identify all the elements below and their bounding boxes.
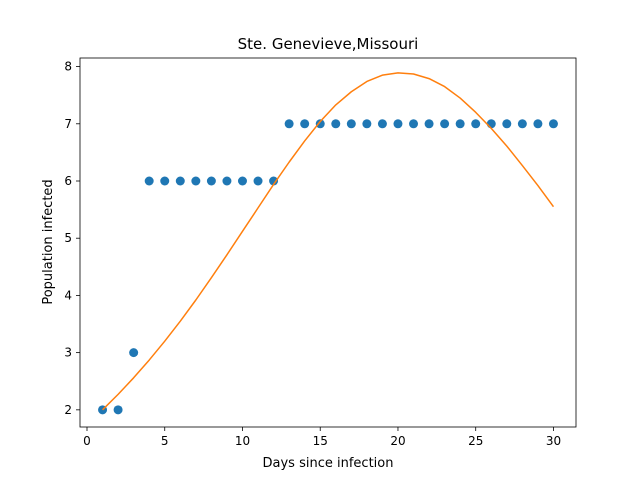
- data-point: [160, 176, 170, 186]
- chart-title: Ste. Genevieve,Missouri: [238, 35, 419, 53]
- data-point: [377, 119, 387, 129]
- data-point: [440, 119, 450, 129]
- plot-area: [80, 58, 576, 427]
- x-tick-label: 20: [390, 434, 405, 448]
- data-point: [331, 119, 341, 129]
- x-axis-label: Days since infection: [263, 456, 394, 471]
- fit-line: [102, 72, 555, 411]
- y-tick-label: 4: [64, 288, 72, 302]
- y-tick-label: 2: [64, 403, 72, 417]
- data-point: [269, 176, 279, 186]
- x-tick-label: 0: [83, 434, 91, 448]
- data-point: [471, 119, 481, 129]
- data-point: [517, 119, 527, 129]
- x-tick-label: 10: [235, 434, 250, 448]
- y-tick-label: 7: [64, 117, 72, 131]
- x-tick-label: 25: [468, 434, 483, 448]
- data-point: [222, 176, 232, 186]
- data-point: [175, 176, 185, 186]
- data-point: [533, 119, 543, 129]
- data-point: [191, 176, 201, 186]
- data-point: [315, 119, 325, 129]
- data-point: [129, 348, 139, 358]
- data-point: [455, 119, 465, 129]
- data-point: [346, 119, 356, 129]
- data-point: [113, 405, 123, 415]
- data-point: [144, 176, 154, 186]
- y-tick-label: 8: [64, 60, 72, 74]
- y-tick-label: 6: [64, 174, 72, 188]
- data-point: [206, 176, 216, 186]
- data-point: [424, 119, 434, 129]
- series-layer: [98, 72, 558, 415]
- data-point: [284, 119, 294, 129]
- x-tick-label: 15: [313, 434, 328, 448]
- y-tick-label: 5: [64, 231, 72, 245]
- plot-background: [80, 58, 576, 427]
- data-point: [393, 119, 403, 129]
- data-point: [502, 119, 512, 129]
- x-tick-label: 30: [546, 434, 561, 448]
- y-axis-label: Population infected: [41, 179, 56, 304]
- axes-layer: 0 5 10 15 20 25 30 2 3 4 5 6 7 8: [64, 57, 577, 448]
- x-tick-label: 5: [161, 434, 169, 448]
- data-point: [253, 176, 263, 186]
- data-point: [362, 119, 372, 129]
- data-point: [486, 119, 496, 129]
- plot-frame: [79, 57, 577, 428]
- data-point: [409, 119, 419, 129]
- data-point: [548, 119, 558, 129]
- data-point: [300, 119, 310, 129]
- y-tick-label: 3: [64, 346, 72, 360]
- data-point: [237, 176, 247, 186]
